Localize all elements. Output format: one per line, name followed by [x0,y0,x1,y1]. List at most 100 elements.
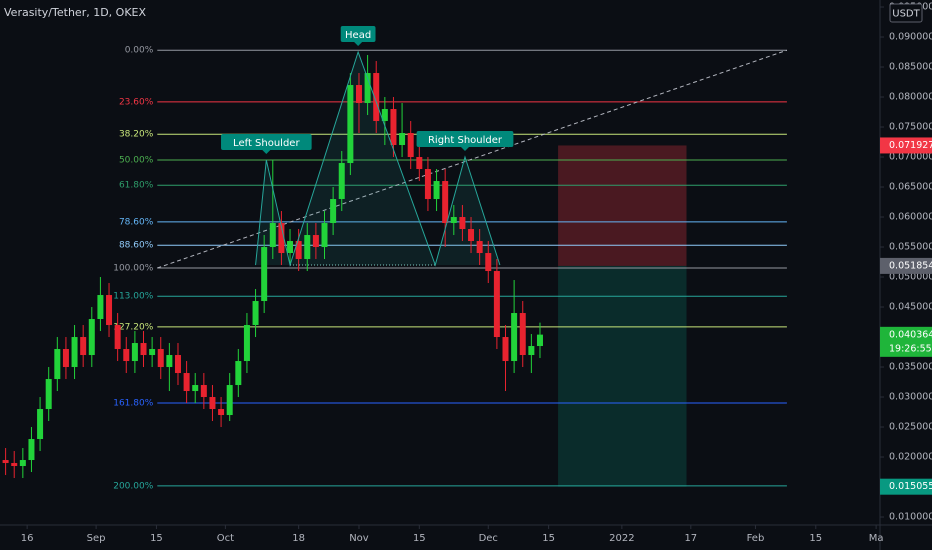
axes: 0.0950000.0900000.0850000.0800000.075000… [21,2,932,544]
candle-body [269,223,276,248]
x-tick-label: Dec [479,533,498,544]
x-tick-label: 15 [413,533,426,544]
candle-body [11,463,18,467]
pattern-label: Left Shoulder [233,138,300,149]
fib-label: 38.20% [119,130,154,140]
fib-label: 127.20% [113,322,153,332]
candle-body [2,460,9,464]
fib-label: 23.60% [119,97,154,107]
candle-body [424,169,431,200]
y-tick-label: 0.075000 [889,122,932,133]
candle-body [519,313,526,356]
candle-body [295,241,302,260]
candle-body [71,337,78,368]
candle-body [261,247,268,302]
y-tick-label: 0.080000 [889,92,932,103]
x-tick-label: Oct [217,533,234,544]
candle-body [37,409,44,440]
trendline [157,49,788,269]
y-tick-label: 0.035000 [889,362,932,373]
y-tick-label: 0.020000 [889,452,932,463]
y-tick-label: 0.050000 [889,272,932,283]
candle-body [123,349,130,362]
candle-body [235,361,242,386]
candle-body [536,334,543,347]
currency-box [889,3,923,23]
chart-title: Verasity/Tether, 1D, OKEX [4,6,146,19]
candle-body [347,85,354,164]
x-tick-label: Feb [747,533,765,544]
x-tick-label: 15 [809,533,822,544]
price-tag [880,326,932,357]
plot-area: 0.00% 23.60% 38.20% 50.00% 61.80% 78.60% 88.60… [2,26,788,491]
candle-body [312,235,319,248]
pattern-label-box [340,26,376,43]
candle-body [54,349,61,380]
candle-body [157,349,164,368]
y-tick-label: 0.070000 [889,152,932,163]
price-tag-label: 0.051854 [889,260,932,271]
y-tick-label: 0.085000 [889,62,932,73]
x-tick-label: Ma [869,533,884,544]
candle-body [338,163,345,200]
candle-body [373,73,380,122]
candle-body [28,439,35,461]
y-tick-label: 0.090000 [889,32,932,43]
x-tick-label: 18 [292,533,305,544]
candle-body [149,349,156,356]
candle-body [433,181,440,200]
candle-body [166,355,173,368]
candle-body [528,346,535,356]
fib-label: 200.00% [113,481,153,491]
position-reward [558,265,687,487]
candle-body [252,301,259,326]
x-tick-label: Nov [349,533,369,544]
candle-body [192,385,199,392]
price-tag [880,137,932,154]
x-tick-label: Sep [87,533,106,544]
y-tick-label: 0.010000 [889,512,932,523]
candle-body [106,295,113,326]
fib-label: 100.00% [113,264,153,274]
candle-body [218,409,225,416]
currency-label: USDT [892,9,920,20]
y-tick-label: 0.045000 [889,302,932,313]
y-tick-label: 0.030000 [889,392,932,403]
fib-label: 78.60% [119,217,154,227]
candle-body [390,109,397,146]
candle-body [399,133,406,146]
y-tick-label: 0.025000 [889,422,932,433]
candle-body [476,241,483,254]
candle-body [493,271,500,338]
fib-label: 88.60% [119,241,154,251]
candle-body [19,460,26,467]
pattern-label-pointer [262,150,271,155]
y-tick-label: 0.060000 [889,212,932,223]
x-tick-label: 16 [21,533,34,544]
candle-body [330,199,337,224]
candle-body [131,343,138,362]
candle-body [140,343,147,356]
candle-body [209,397,216,410]
pattern-label-pointer [354,42,363,47]
pattern-line [255,50,501,267]
candle-body [88,319,95,356]
candle-body [226,385,233,416]
candle-body [243,325,250,362]
pattern-label-box [221,134,312,151]
candle-body [278,223,285,254]
x-tick-label: 15 [542,533,555,544]
fib-label: 113.00% [113,292,153,302]
fib-label: 0.00% [125,46,154,56]
candle-body [459,217,466,230]
candle-body [321,223,328,248]
pattern-label-pointer [460,147,469,152]
fib-label: 61.80% [119,181,154,191]
candle-body [511,313,518,362]
candle-body [200,385,207,398]
candle-body [364,73,371,104]
y-tick-label: 0.055000 [889,242,932,253]
y-tick-label: 0.065000 [889,182,932,193]
fib-label: 50.00% [119,156,154,166]
